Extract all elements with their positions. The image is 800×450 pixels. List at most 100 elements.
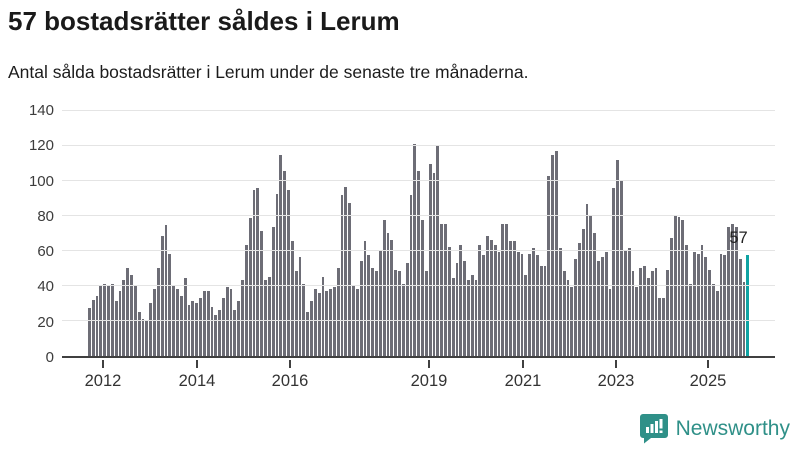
bar xyxy=(195,303,199,356)
x-axis-tick xyxy=(195,360,198,368)
bar xyxy=(130,274,133,356)
bar xyxy=(348,202,352,356)
bar xyxy=(742,281,746,356)
bar xyxy=(639,267,643,356)
bar xyxy=(509,241,512,356)
bar xyxy=(91,299,95,356)
bar xyxy=(532,248,535,356)
bar xyxy=(731,223,734,356)
bar xyxy=(95,296,99,356)
bar-chart: 57 0 20 40 60 80 100 120 140 2012 2014 2016 2019 20… xyxy=(0,96,800,406)
bar xyxy=(214,315,218,356)
bar xyxy=(313,288,317,356)
bar xyxy=(566,280,570,356)
bar xyxy=(202,290,206,356)
bar xyxy=(260,230,264,356)
x-axis-tick xyxy=(101,360,104,368)
bar xyxy=(466,280,470,356)
bar xyxy=(206,290,210,356)
bar xyxy=(317,292,321,356)
bar xyxy=(555,151,558,356)
highlight-value-label: 57 xyxy=(729,229,748,248)
bar xyxy=(398,271,401,356)
bar xyxy=(302,283,306,356)
bar xyxy=(715,290,719,356)
bar xyxy=(390,239,394,356)
bar xyxy=(340,195,344,356)
bar xyxy=(562,271,566,356)
bar xyxy=(646,278,650,356)
bar xyxy=(306,311,310,356)
bar xyxy=(574,258,577,356)
gridline xyxy=(62,285,775,286)
newsworthy-logo[interactable]: Newsworthy xyxy=(639,413,790,444)
bar xyxy=(501,223,505,356)
bar xyxy=(267,276,271,356)
bar xyxy=(436,146,440,356)
gridline xyxy=(62,215,775,216)
bar xyxy=(616,160,620,356)
bar xyxy=(459,244,463,356)
bar xyxy=(279,154,283,356)
bar xyxy=(191,301,195,356)
bar xyxy=(137,311,141,356)
gridline xyxy=(62,250,775,251)
bar xyxy=(723,255,727,356)
bar xyxy=(310,301,313,356)
bar xyxy=(221,297,225,356)
bar xyxy=(505,223,509,356)
bar xyxy=(88,308,91,356)
bar xyxy=(256,188,260,356)
x-axis-tick-label: 2014 xyxy=(178,372,216,390)
bar xyxy=(704,257,708,356)
x-axis-tick xyxy=(427,360,430,368)
bar xyxy=(643,266,646,356)
bar xyxy=(470,274,474,356)
bar xyxy=(199,297,202,356)
bar xyxy=(681,220,685,356)
y-axis-tick-label: 80 xyxy=(37,207,54,225)
bar xyxy=(654,267,658,356)
brand-name: Newsworthy xyxy=(675,416,790,440)
bar xyxy=(620,181,623,356)
bar xyxy=(367,255,371,356)
bar xyxy=(409,195,413,356)
chart-subtitle: Antal sålda bostadsrätter i Lerum under … xyxy=(8,62,529,82)
bar xyxy=(325,290,329,356)
bar xyxy=(378,250,382,356)
bar xyxy=(233,310,237,356)
bar xyxy=(535,255,539,356)
bar xyxy=(375,271,378,356)
bar xyxy=(355,288,359,356)
bar xyxy=(359,260,363,356)
y-axis-tick-label: 40 xyxy=(37,278,54,296)
bar xyxy=(547,176,551,356)
bar xyxy=(447,246,451,356)
bar xyxy=(428,163,432,356)
bar-series xyxy=(88,109,750,356)
bar xyxy=(145,320,149,356)
bar xyxy=(114,301,118,356)
bar xyxy=(386,232,390,356)
x-axis-tick xyxy=(289,360,292,368)
bar xyxy=(283,170,287,356)
bar xyxy=(344,186,348,356)
bar xyxy=(455,262,459,356)
bar xyxy=(474,280,478,356)
bar xyxy=(421,220,424,356)
bar xyxy=(486,236,489,356)
bar xyxy=(627,248,631,356)
bar xyxy=(444,223,447,356)
bar xyxy=(727,227,731,356)
bar xyxy=(424,271,428,356)
bar xyxy=(110,283,114,356)
x-axis-tick-label: 2023 xyxy=(597,372,635,390)
bar xyxy=(298,257,302,356)
bar xyxy=(149,303,153,356)
bar xyxy=(241,280,244,356)
bar xyxy=(719,253,723,356)
bar xyxy=(528,253,532,356)
bar xyxy=(264,280,267,356)
bar xyxy=(585,204,589,356)
bar xyxy=(405,262,409,356)
